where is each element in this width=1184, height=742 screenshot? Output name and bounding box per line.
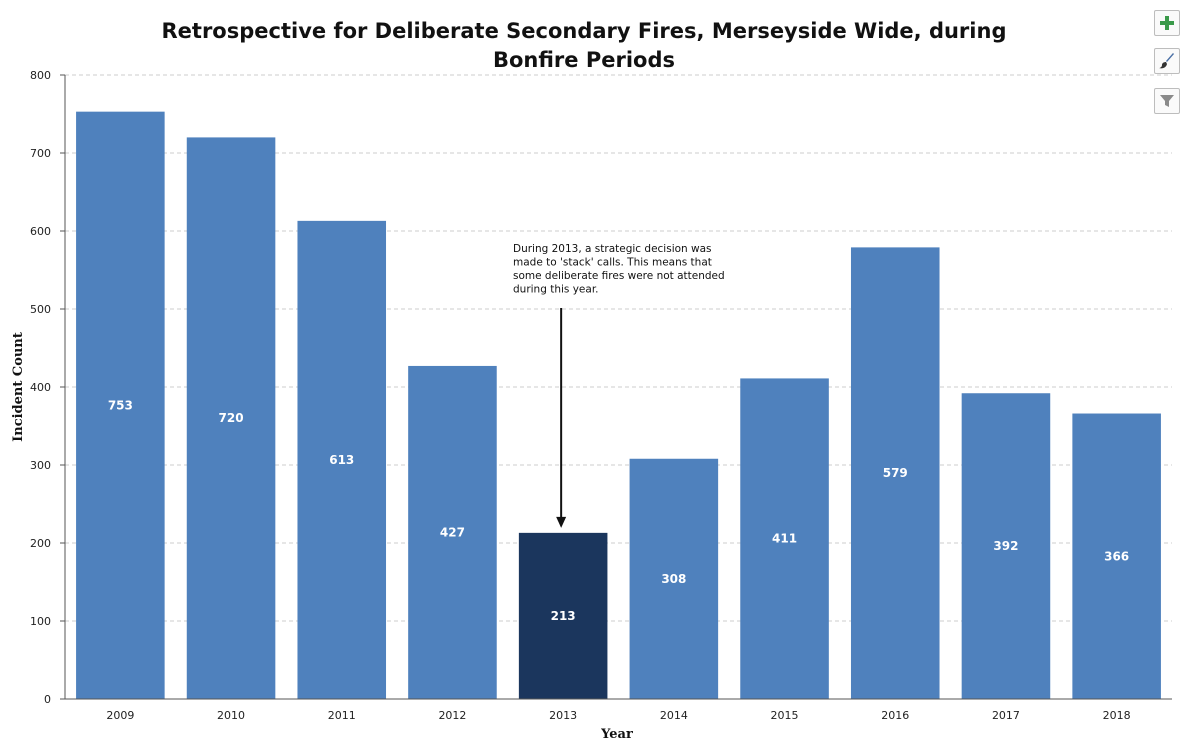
chart-title-line-1: Retrospective for Deliberate Secondary F… bbox=[162, 19, 1007, 43]
y-tick-label: 200 bbox=[30, 537, 51, 550]
y-tick-label: 600 bbox=[30, 225, 51, 238]
annotation-text-line: made to 'stack' calls. This means that bbox=[513, 257, 712, 269]
x-tick-label-2014: 2014 bbox=[660, 709, 688, 722]
bar-value-label-2014: 308 bbox=[661, 572, 686, 586]
y-tick-label: 0 bbox=[44, 693, 51, 706]
bar-value-label-2011: 613 bbox=[329, 453, 354, 467]
filter-button[interactable] bbox=[1154, 88, 1180, 114]
bar-value-label-2018: 366 bbox=[1104, 549, 1129, 563]
x-tick-label-2016: 2016 bbox=[881, 709, 909, 722]
bar-value-label-2010: 720 bbox=[219, 411, 244, 425]
bar-2011[interactable] bbox=[297, 220, 387, 700]
bar-value-labels: 753 720 613 427 213 308 411 579 392 366 bbox=[108, 398, 1129, 623]
annotation-text-line: some deliberate fires were not attended bbox=[513, 270, 725, 282]
bar-value-label-2015: 411 bbox=[772, 532, 797, 546]
x-tick-label-2017: 2017 bbox=[992, 709, 1020, 722]
y-tick-label: 800 bbox=[30, 69, 51, 82]
chart-title: Retrospective for Deliberate Secondary F… bbox=[162, 19, 1007, 72]
bar-value-label-2017: 392 bbox=[993, 539, 1018, 553]
bar-2016[interactable] bbox=[850, 247, 940, 699]
x-tick-label-2009: 2009 bbox=[106, 709, 134, 722]
bar-2013[interactable] bbox=[518, 532, 608, 699]
bar-value-label-2009: 753 bbox=[108, 398, 133, 412]
annotation-2013: During 2013, a strategic decision was mad… bbox=[513, 243, 725, 528]
x-tick-label-2012: 2012 bbox=[438, 709, 466, 722]
brush-icon bbox=[1159, 53, 1174, 69]
bar-2017[interactable] bbox=[961, 393, 1051, 699]
bar-2015[interactable] bbox=[740, 378, 829, 699]
bar-2014[interactable] bbox=[629, 458, 719, 699]
bar-2018[interactable] bbox=[1072, 413, 1161, 699]
y-tick-label: 400 bbox=[30, 381, 51, 394]
bar-2009[interactable] bbox=[76, 111, 165, 699]
x-tick-label-2011: 2011 bbox=[328, 709, 356, 722]
y-tick-label: 700 bbox=[30, 147, 51, 160]
paint-brush-button[interactable] bbox=[1154, 48, 1180, 74]
x-tick-label-2013: 2013 bbox=[549, 709, 577, 722]
y-axis-tick-labels: 0 100 200 300 400 500 600 700 800 bbox=[30, 69, 65, 706]
x-axis-tick-labels: 2009 2010 2011 2012 2013 2014 2015 2016 2017 2018 bbox=[106, 709, 1130, 722]
y-tick-label: 100 bbox=[30, 615, 51, 628]
chart-title-line-2: Bonfire Periods bbox=[493, 48, 675, 72]
bar-value-label-2012: 427 bbox=[440, 525, 465, 539]
x-axis-label: Year bbox=[600, 727, 633, 742]
x-tick-label-2010: 2010 bbox=[217, 709, 245, 722]
filter-icon bbox=[1160, 95, 1174, 107]
annotation-arrow-head bbox=[556, 516, 567, 528]
bars bbox=[76, 111, 1161, 700]
plus-icon bbox=[1160, 16, 1174, 30]
add-button[interactable] bbox=[1154, 10, 1180, 36]
x-tick-label-2015: 2015 bbox=[771, 709, 799, 722]
bar-value-label-2016: 579 bbox=[883, 466, 908, 480]
bar-2010[interactable] bbox=[186, 137, 276, 699]
y-axis-label: Incident Count bbox=[11, 332, 26, 442]
bar-value-label-2013: 213 bbox=[551, 609, 576, 623]
annotation-text-line: During 2013, a strategic decision was bbox=[513, 243, 712, 255]
bar-2012[interactable] bbox=[408, 365, 497, 699]
x-tick-label-2018: 2018 bbox=[1103, 709, 1131, 722]
y-tick-label: 300 bbox=[30, 459, 51, 472]
y-tick-label: 500 bbox=[30, 303, 51, 316]
annotation-text-line: during this year. bbox=[513, 284, 599, 296]
